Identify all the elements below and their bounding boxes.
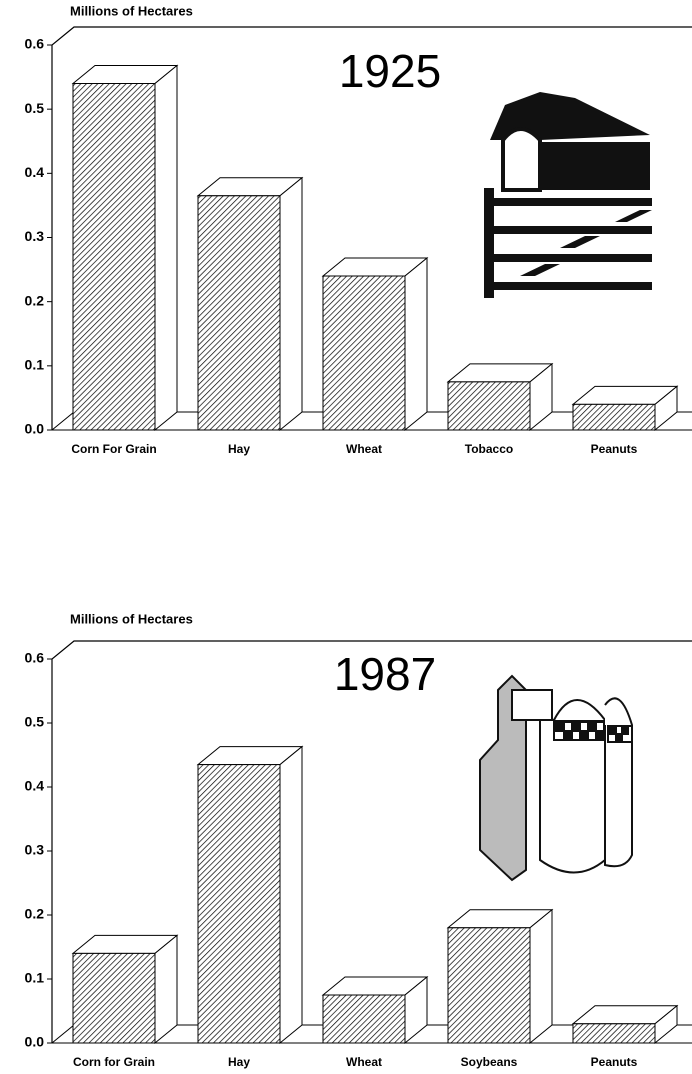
y-tick-label: 0.2 <box>25 906 45 922</box>
y-tick-label: 0.3 <box>25 842 45 858</box>
page: 1925 Millions of Hectares 0.0 0.1 0.2 0.3 0.4 0… <box>0 0 692 1074</box>
x-tick-label: Corn for Grain <box>73 1055 155 1069</box>
x-tick-label: Peanuts <box>591 442 638 456</box>
y-tick-label: 0.4 <box>25 778 45 794</box>
bar-side <box>405 258 427 430</box>
x-tick-label: Hay <box>228 442 250 456</box>
x-tick-label: Peanuts <box>591 1055 638 1069</box>
y-tick-label: 0.4 <box>25 164 45 180</box>
bar <box>198 765 280 1043</box>
bar <box>573 404 655 430</box>
bar-side <box>280 747 302 1043</box>
y-tick-label: 0.2 <box>25 292 45 308</box>
x-tick-label: Corn For Grain <box>71 442 156 456</box>
bar <box>323 995 405 1043</box>
y-axis-label: Millions of Hectares <box>70 611 193 626</box>
y-tick-label: 0.0 <box>25 1034 45 1050</box>
y-tick-label: 0.1 <box>25 357 45 373</box>
bar-side <box>530 910 552 1043</box>
y-tick-label: 0.1 <box>25 970 45 986</box>
barn-illustration <box>484 92 652 298</box>
x-tick-label: Tobacco <box>465 442 513 456</box>
y-tick-label: 0.5 <box>25 100 45 116</box>
bar <box>323 276 405 430</box>
bar <box>73 84 155 431</box>
y-axis-label: Millions of Hectares <box>70 3 193 18</box>
x-tick-label: Soybeans <box>461 1055 518 1069</box>
bar-side <box>155 935 177 1043</box>
x-tick-label: Wheat <box>346 1055 382 1069</box>
y-tick-label: 0.6 <box>25 36 45 52</box>
y-tick-label: 0.3 <box>25 228 45 244</box>
x-tick-label: Wheat <box>346 442 382 456</box>
bar <box>573 1024 655 1043</box>
bar-side <box>155 66 177 431</box>
bar <box>448 928 530 1043</box>
y-tick-label: 0.0 <box>25 421 45 437</box>
chart-title: 1987 <box>334 648 436 700</box>
silo-illustration <box>480 676 632 880</box>
bar <box>198 196 280 430</box>
y-tick-label: 0.5 <box>25 714 45 730</box>
bar <box>73 953 155 1043</box>
x-tick-label: Hay <box>228 1055 250 1069</box>
y-tick-label: 0.6 <box>25 650 45 666</box>
chart-title: 1925 <box>339 45 441 97</box>
bar <box>448 382 530 430</box>
bar-side <box>280 178 302 430</box>
